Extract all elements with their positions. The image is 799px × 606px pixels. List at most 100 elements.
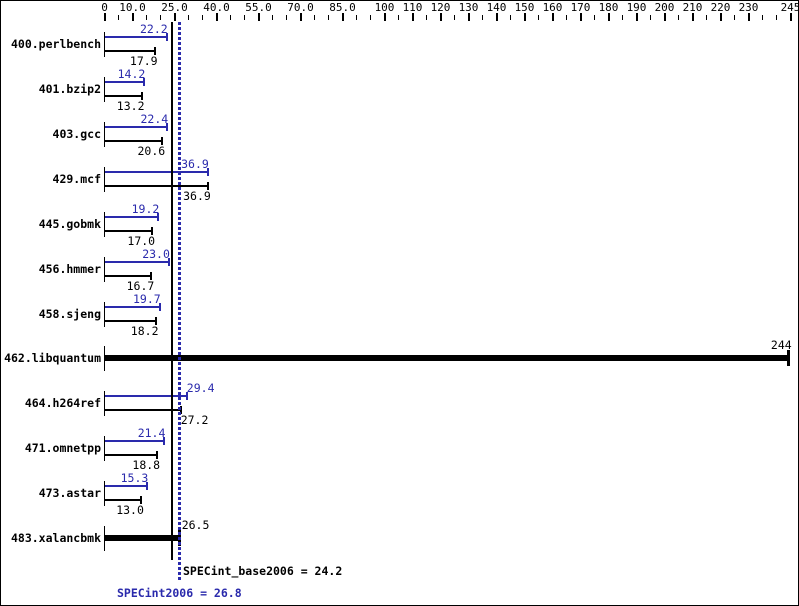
peak-bar xyxy=(104,395,187,398)
base-bar xyxy=(104,184,208,187)
axis-major-tick xyxy=(341,13,344,21)
benchmark-label: 401.bzip2 xyxy=(38,81,101,96)
axis-major-tick xyxy=(131,13,134,21)
peak-bar xyxy=(104,170,208,173)
row-axis-bracket xyxy=(104,76,105,102)
benchmark-label: 429.mcf xyxy=(52,171,101,186)
axis-tick-label: 200 xyxy=(654,1,675,14)
axis-major-tick xyxy=(551,13,554,21)
peak-value-label: 19.2 xyxy=(131,201,160,216)
base-value-label: 16.7 xyxy=(126,278,155,293)
axis-minor-tick xyxy=(776,15,777,20)
axis-tick-label: 100 xyxy=(374,1,395,14)
row-axis-bracket xyxy=(104,32,105,57)
peak-bar xyxy=(104,305,160,308)
peak-value-label: 15.3 xyxy=(120,471,149,486)
axis-minor-tick xyxy=(188,15,189,20)
peak-bar xyxy=(104,80,145,83)
benchmark-label: 445.gobmk xyxy=(38,216,101,231)
axis-tick-label: 180 xyxy=(598,1,619,14)
peak-bar xyxy=(104,36,167,38)
base-value-label: 13.2 xyxy=(116,98,145,113)
base-value-label: 17.0 xyxy=(127,233,156,248)
axis-tick-label: 170 xyxy=(570,1,591,14)
row-axis-bracket xyxy=(104,166,105,192)
axis-tick-label: 55.0 xyxy=(245,1,272,14)
peak-value-label: 22.2 xyxy=(140,22,168,36)
row-axis-bracket xyxy=(104,121,105,147)
axis-minor-tick xyxy=(454,15,455,20)
axis-major-tick xyxy=(635,13,638,21)
axis-tick-label: 85.0 xyxy=(329,1,356,14)
axis-major-tick xyxy=(663,13,666,21)
axis-major-tick xyxy=(103,13,106,21)
benchmark-label: 464.h264ref xyxy=(24,396,101,411)
axis-major-tick xyxy=(173,13,176,21)
axis-tick-label: 70.0 xyxy=(287,1,314,14)
axis-major-tick xyxy=(495,13,498,21)
axis-minor-tick xyxy=(328,15,329,20)
axis-minor-tick xyxy=(762,15,763,20)
peak-summary-text: SPECint2006 = 26.8 xyxy=(117,586,242,600)
base-bar xyxy=(104,94,142,97)
merged-bar xyxy=(104,355,788,362)
axis-minor-tick xyxy=(426,15,427,20)
base-summary-text: SPECint_base2006 = 24.2 xyxy=(183,564,343,578)
axis-major-tick xyxy=(747,13,750,21)
benchmark-label: 400.perlbench xyxy=(10,37,101,51)
axis-minor-tick xyxy=(202,15,203,20)
axis-major-tick xyxy=(383,13,386,21)
row-axis-bracket xyxy=(104,391,105,417)
benchmark-label: 473.astar xyxy=(38,486,101,501)
base-bar-end-cap xyxy=(151,226,154,235)
axis-major-tick xyxy=(719,13,722,21)
benchmark-label: 456.hmmer xyxy=(38,261,101,276)
peak-bar-end-cap xyxy=(163,437,166,446)
axis-tick-label: 140 xyxy=(486,1,507,14)
axis-minor-tick xyxy=(370,15,371,20)
row-axis-bracket xyxy=(104,481,105,507)
row-axis-bracket xyxy=(104,301,105,327)
base-bar-end-cap xyxy=(161,136,164,145)
axis-minor-tick xyxy=(160,15,161,20)
base-bar-end-cap xyxy=(206,181,209,190)
axis-tick-label: 110 xyxy=(402,1,423,14)
base-bar-end-cap xyxy=(150,271,153,280)
axis-major-tick xyxy=(579,13,582,21)
peak-bar-end-cap xyxy=(167,257,170,266)
base-bar xyxy=(104,319,156,322)
axis-major-tick xyxy=(691,13,694,21)
axis-minor-tick xyxy=(230,15,231,20)
base-bar xyxy=(104,50,155,52)
axis-minor-tick xyxy=(594,15,595,20)
axis-tick-label: 210 xyxy=(682,1,703,14)
axis-tick-label: 10.0 xyxy=(119,1,146,14)
axis-tick-label: 230 xyxy=(738,1,759,14)
peak-value-label: 23.0 xyxy=(142,246,170,261)
peak-value-label: 21.4 xyxy=(137,426,166,441)
benchmark-label: 471.omnetpp xyxy=(24,441,101,456)
axis-minor-tick xyxy=(314,15,315,20)
base-value-label: 36.9 xyxy=(183,188,211,203)
axis-minor-tick xyxy=(398,15,399,20)
axis-tick-label: 150 xyxy=(514,1,535,14)
peak-bar-end-cap xyxy=(206,167,209,176)
axis-major-tick xyxy=(607,13,610,21)
axis-minor-tick xyxy=(650,15,651,20)
base-value-label: 20.6 xyxy=(137,143,166,158)
benchmark-label: 462.libquantum xyxy=(4,351,101,366)
axis-minor-tick xyxy=(244,15,245,20)
base-bar-end-cap xyxy=(156,451,159,460)
axis-tick-label: 220 xyxy=(710,1,731,14)
base-bar xyxy=(104,274,152,277)
peak-value-label: 36.9 xyxy=(181,156,209,171)
peak-bar xyxy=(104,440,165,443)
axis-minor-tick xyxy=(482,15,483,20)
peak-bar xyxy=(104,215,159,218)
axis-tick-label: 190 xyxy=(626,1,647,14)
axis-minor-tick xyxy=(538,15,539,20)
base-value-label: 18.2 xyxy=(130,323,159,338)
axis-tick-label: 0 xyxy=(101,1,108,14)
axis-minor-tick xyxy=(566,15,567,20)
